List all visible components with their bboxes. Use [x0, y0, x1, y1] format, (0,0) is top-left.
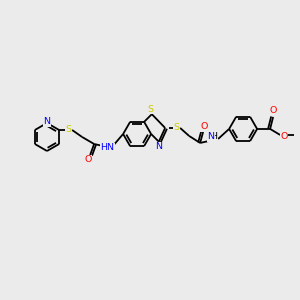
Text: O: O: [280, 132, 288, 141]
Text: S: S: [65, 125, 71, 134]
Text: N: N: [44, 118, 50, 127]
Text: O: O: [84, 155, 92, 164]
Text: H: H: [211, 132, 218, 141]
Text: O: O: [200, 122, 208, 131]
Text: N: N: [208, 132, 214, 141]
Text: S: S: [173, 123, 179, 132]
Text: N: N: [155, 142, 162, 151]
Text: HN: HN: [100, 143, 114, 152]
Text: O: O: [269, 106, 277, 116]
Text: S: S: [148, 105, 154, 114]
